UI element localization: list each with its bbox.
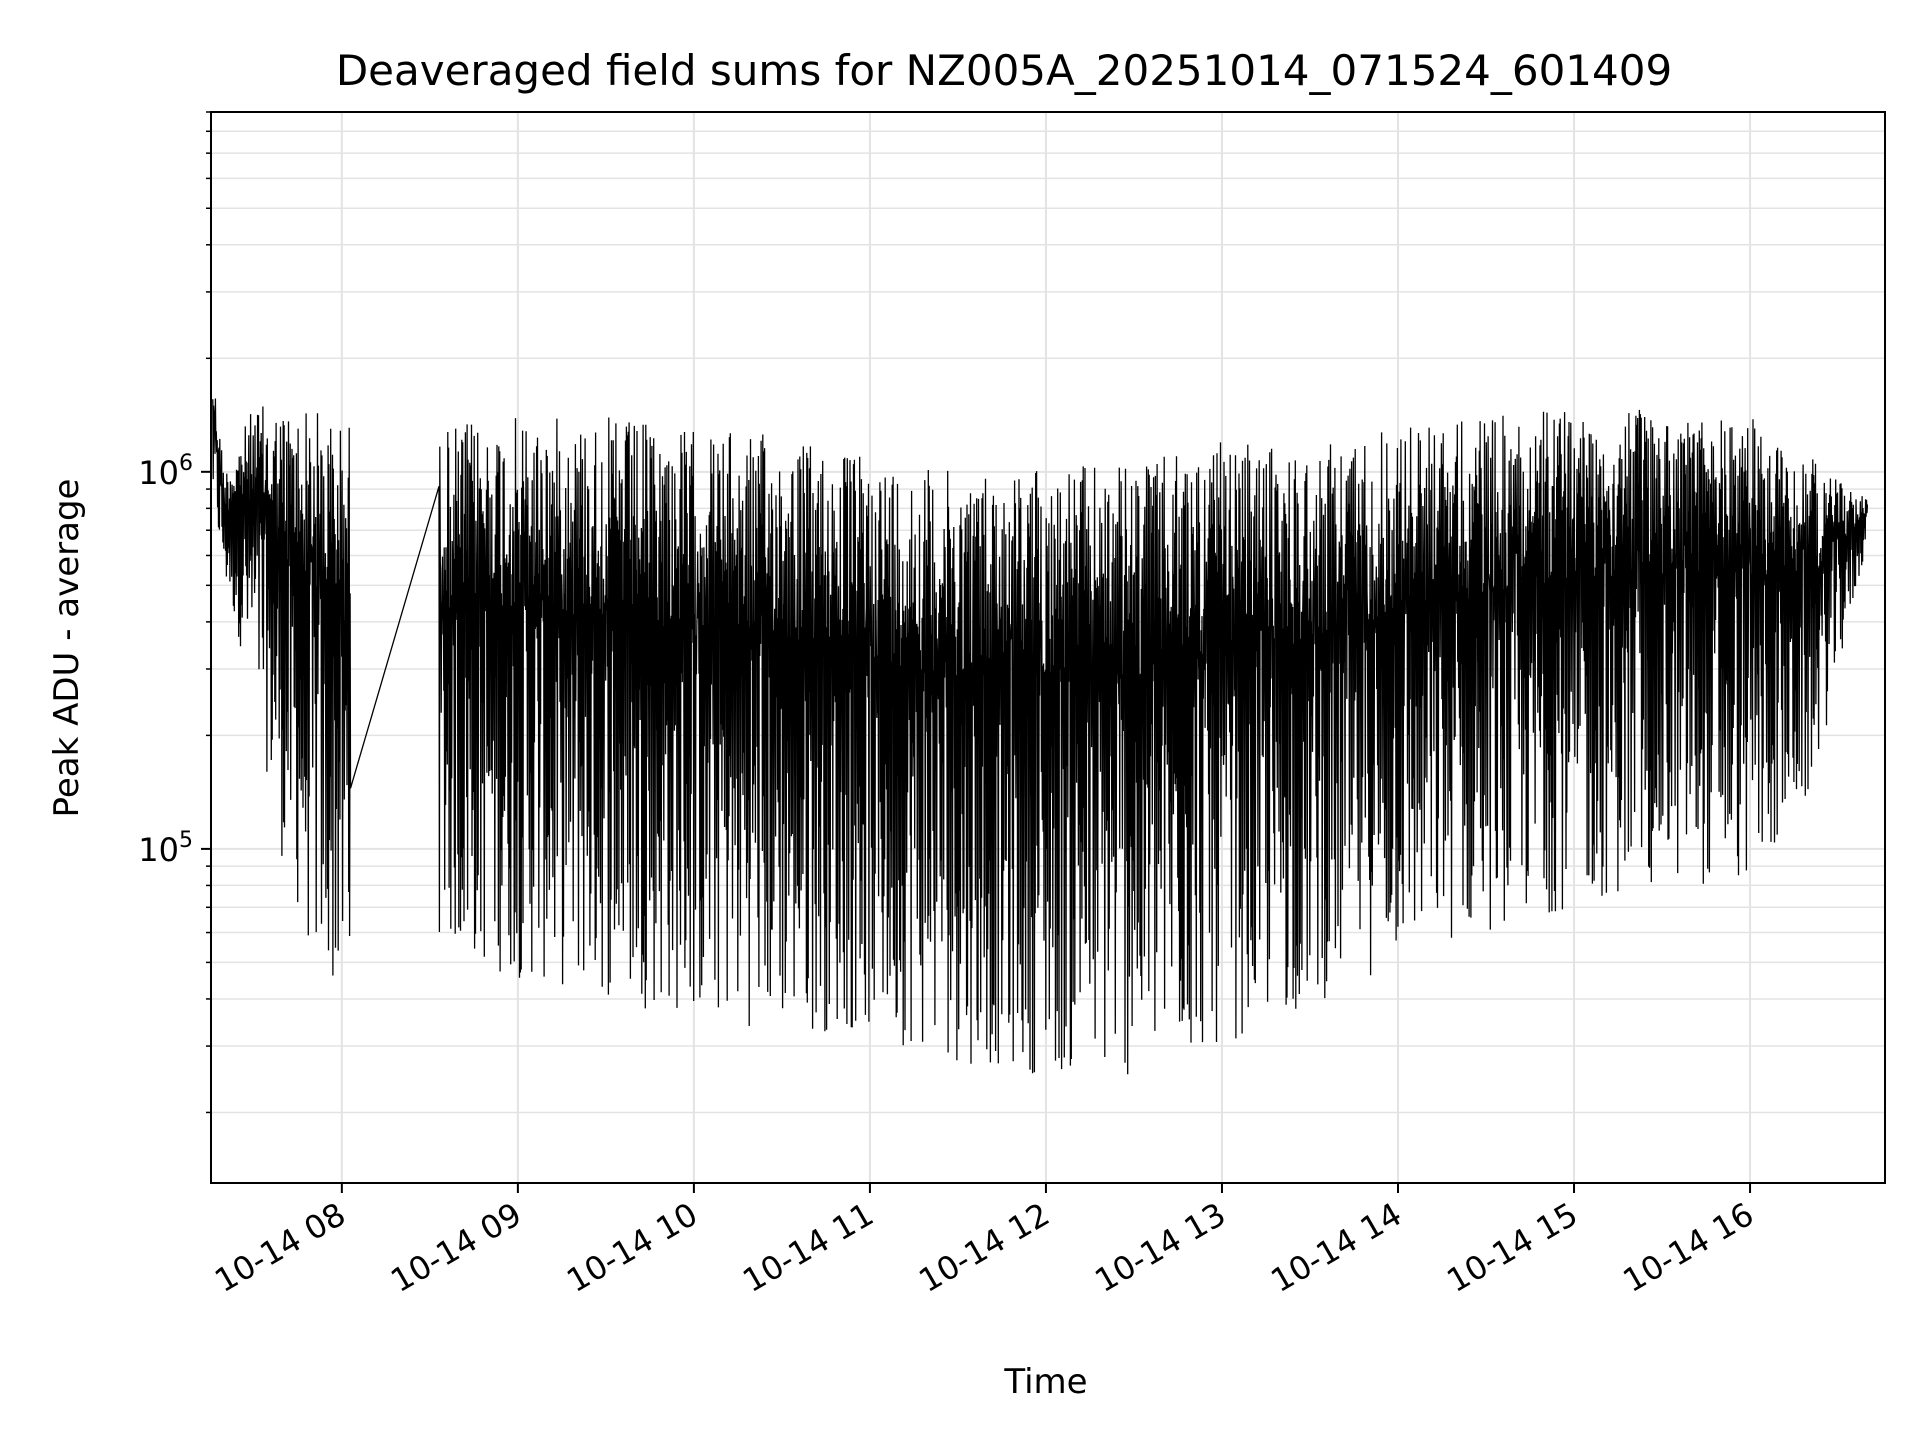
y-axis: 105 106 bbox=[138, 111, 211, 1114]
y-tick-label: 106 bbox=[138, 451, 193, 492]
plot-frame bbox=[210, 111, 1886, 1184]
chart-title: Deaveraged field sums for NZ005A_2025101… bbox=[336, 46, 1672, 95]
y-axis-label: Peak ADU - average bbox=[47, 479, 87, 818]
series-line bbox=[212, 398, 1869, 1075]
series-trace bbox=[212, 398, 1869, 1075]
y-tick-label: 105 bbox=[138, 828, 193, 869]
x-axis-label: Time bbox=[1003, 1362, 1087, 1402]
